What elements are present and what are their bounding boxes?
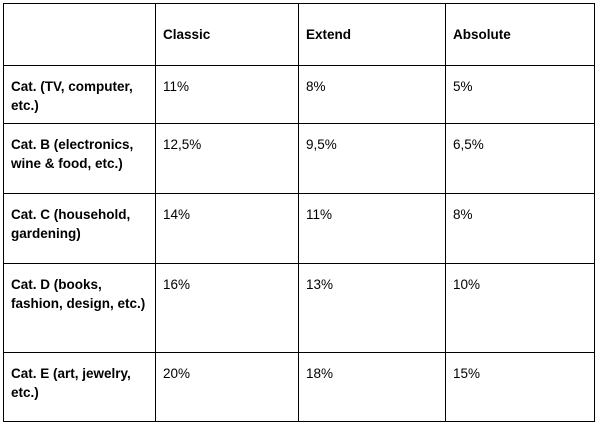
rate-cell: 15% [445, 352, 595, 422]
header-row: Classic Extend Absolute [3, 3, 595, 66]
rate-cell: 18% [298, 352, 446, 422]
rate-cell: 13% [298, 263, 446, 353]
row-label: Cat. E (art, jewelry, etc.) [3, 352, 156, 422]
row-label: Cat. (TV, computer, etc.) [3, 65, 156, 124]
commission-table: Classic Extend Absolute Cat. (TV, comput… [3, 3, 595, 422]
row-label: Cat. D (books, fashion, design, etc.) [3, 263, 156, 353]
table-row: Cat. C (household, gardening) 14% 11% 8% [3, 193, 595, 264]
rate-cell: 11% [298, 193, 446, 264]
rate-cell: 16% [155, 263, 299, 353]
column-header: Absolute [445, 3, 595, 66]
column-header: Classic [155, 3, 299, 66]
rate-cell: 9,5% [298, 123, 446, 194]
rate-cell: 14% [155, 193, 299, 264]
rate-cell: 10% [445, 263, 595, 353]
rate-cell: 5% [445, 65, 595, 124]
table-row: Cat. B (electronics, wine & food, etc.) 1… [3, 123, 595, 194]
rate-cell: 6,5% [445, 123, 595, 194]
table-row: Cat. D (books, fashion, design, etc.) 16%… [3, 263, 595, 353]
table-row: Cat. E (art, jewelry, etc.) 20% 18% 15% [3, 352, 595, 422]
rate-cell: 11% [155, 65, 299, 124]
rate-cell: 8% [298, 65, 446, 124]
corner-cell [3, 3, 156, 66]
rate-cell: 8% [445, 193, 595, 264]
rate-cell: 12,5% [155, 123, 299, 194]
rate-cell: 20% [155, 352, 299, 422]
table-body: Cat. (TV, computer, etc.) 11% 8% 5% Cat. B (… [3, 65, 595, 422]
row-label: Cat. C (household, gardening) [3, 193, 156, 264]
column-header: Extend [298, 3, 446, 66]
row-label: Cat. B (electronics, wine & food, etc.) [3, 123, 156, 194]
table-row: Cat. (TV, computer, etc.) 11% 8% 5% [3, 65, 595, 124]
